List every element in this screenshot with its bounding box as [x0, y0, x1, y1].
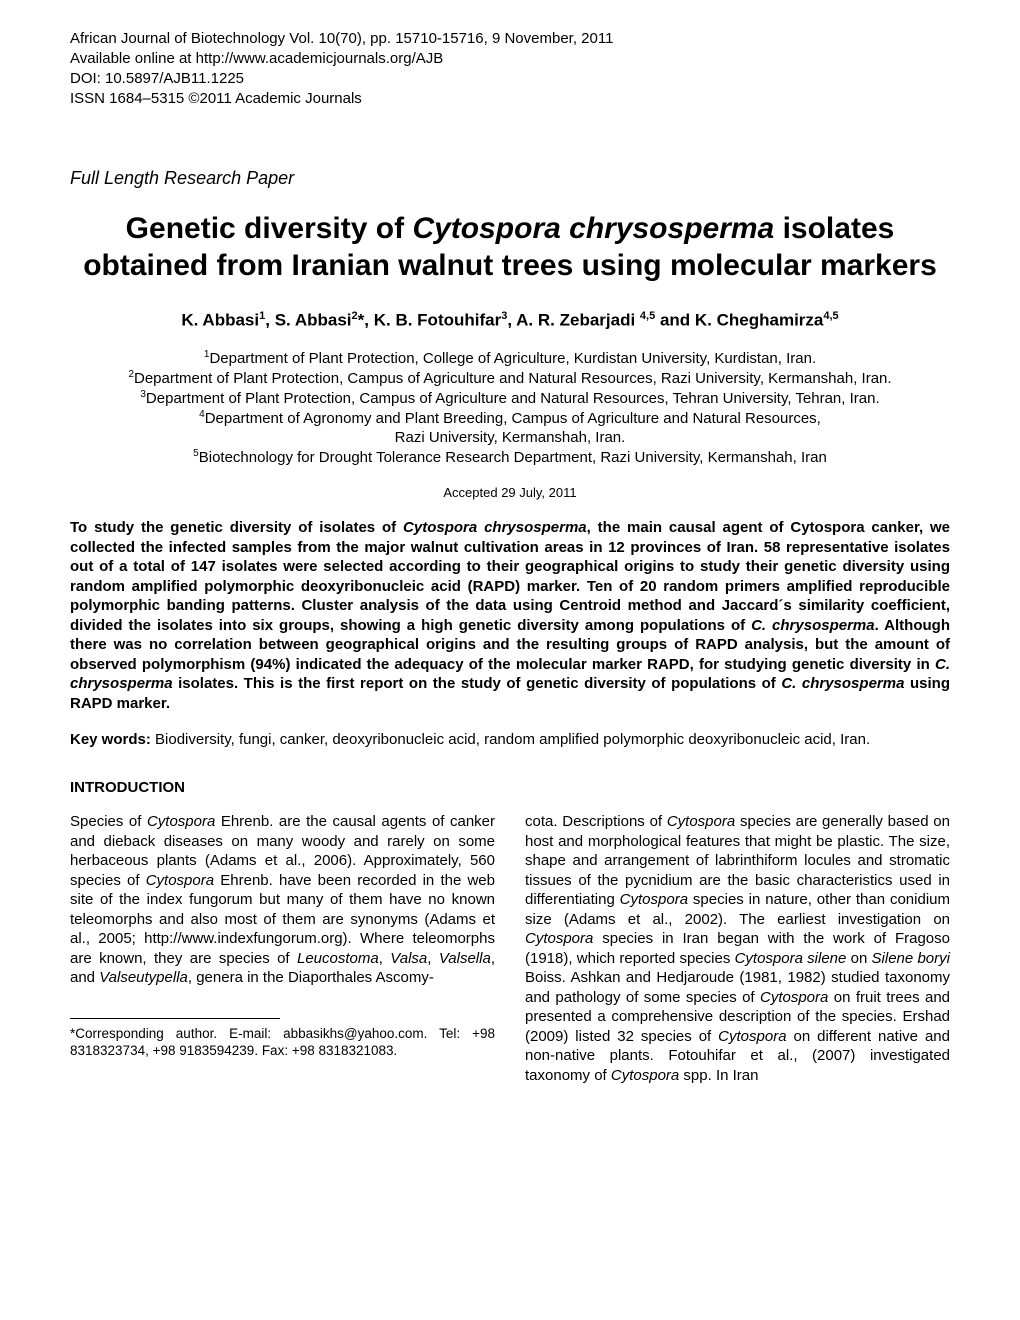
- abstract-text: To study the genetic diversity of isolat…: [70, 519, 403, 536]
- introduction-heading: INTRODUCTION: [70, 779, 950, 797]
- authors: K. Abbasi1, S. Abbasi2*, K. B. Fotouhifa…: [70, 310, 950, 331]
- body-text: cota. Descriptions of: [525, 813, 667, 830]
- column-right: cota. Descriptions of Cytospora species …: [525, 812, 950, 1085]
- footnote-divider: [70, 1018, 280, 1019]
- title-italic: Cytospora chrysosperma: [412, 212, 774, 245]
- body-italic: Cytospora: [146, 872, 214, 889]
- author-name: K. Abbasi: [181, 310, 259, 329]
- affiliation-line: 4Department of Agronomy and Plant Breedi…: [70, 409, 950, 428]
- body-italic: Valsa: [390, 950, 427, 967]
- body-italic: Leucostoma: [297, 950, 379, 967]
- body-paragraph: cota. Descriptions of Cytospora species …: [525, 812, 950, 1085]
- body-italic: Cytospora silene: [735, 950, 847, 967]
- body-italic: Cytospora: [147, 813, 215, 830]
- body-text: ,: [427, 950, 439, 967]
- aff-text: Department of Agronomy and Plant Breedin…: [205, 410, 821, 427]
- url-line: Available online at http://www.academicj…: [70, 50, 950, 68]
- issn-line: ISSN 1684–5315 ©2011 Academic Journals: [70, 90, 950, 108]
- body-paragraph: Species of Cytospora Ehrenb. are the cau…: [70, 812, 495, 988]
- author-name: , A. R. Zebarjadi: [507, 310, 640, 329]
- author-name: , S. Abbasi: [265, 310, 351, 329]
- affiliation-line: 1Department of Plant Protection, College…: [70, 349, 950, 368]
- body-italic: Cytospora: [760, 989, 828, 1006]
- keywords-text: Biodiversity, fungi, canker, deoxyribonu…: [151, 731, 870, 748]
- affiliations: 1Department of Plant Protection, College…: [70, 349, 950, 467]
- aff-text: Department of Plant Protection, Campus o…: [134, 370, 892, 387]
- accepted-date: Accepted 29 July, 2011: [70, 485, 950, 501]
- keywords: Key words: Biodiversity, fungi, canker, …: [70, 731, 950, 749]
- aff-text: Department of Plant Protection, College …: [209, 350, 816, 367]
- body-italic: Silene boryi: [872, 950, 950, 967]
- body-text: on: [846, 950, 871, 967]
- author-name: and K. Cheghamirza: [655, 310, 823, 329]
- author-sup: 4,5: [823, 310, 838, 322]
- aff-text: Department of Plant Protection, Campus o…: [146, 390, 880, 407]
- affiliation-line: 2Department of Plant Protection, Campus …: [70, 369, 950, 388]
- body-text: , genera in the Diaporthales Ascomy-: [188, 969, 434, 986]
- abstract-text: isolates. This is the first report on th…: [173, 675, 782, 692]
- body-italic: Cytospora: [667, 813, 735, 830]
- journal-header: African Journal of Biotechnology Vol. 10…: [70, 30, 950, 108]
- abstract-italic: C. chrysosperma: [781, 675, 904, 692]
- body-italic: Cytospora: [525, 930, 593, 947]
- footnote: *Corresponding author. E-mail: abbasikhs…: [70, 1025, 495, 1060]
- column-left: Species of Cytospora Ehrenb. are the cau…: [70, 812, 495, 1085]
- body-columns: Species of Cytospora Ehrenb. are the cau…: [70, 812, 950, 1085]
- paper-title: Genetic diversity of Cytospora chrysospe…: [70, 210, 950, 285]
- abstract: To study the genetic diversity of isolat…: [70, 518, 950, 713]
- affiliation-line: 5Biotechnology for Drought Tolerance Res…: [70, 448, 950, 467]
- title-text: Genetic diversity of: [126, 212, 413, 245]
- abstract-italic: Cytospora chrysosperma: [403, 519, 587, 536]
- body-italic: Cytospora: [611, 1067, 679, 1084]
- affiliation-line: 3Department of Plant Protection, Campus …: [70, 389, 950, 408]
- body-text: spp. In Iran: [679, 1067, 758, 1084]
- author-sup: 4,5: [640, 310, 655, 322]
- aff-text: Razi University, Kermanshah, Iran.: [395, 429, 626, 446]
- affiliation-line: Razi University, Kermanshah, Iran.: [70, 429, 950, 447]
- body-italic: Cytospora: [718, 1028, 786, 1045]
- body-text: ,: [379, 950, 391, 967]
- author-name: , K. B. Fotouhifar: [364, 310, 501, 329]
- body-italic: Valsella: [439, 950, 491, 967]
- keywords-label: Key words:: [70, 731, 151, 748]
- journal-line: African Journal of Biotechnology Vol. 10…: [70, 30, 950, 48]
- body-italic: Valseutypella: [99, 969, 188, 986]
- body-italic: Cytospora: [620, 891, 688, 908]
- paper-type: Full Length Research Paper: [70, 168, 950, 190]
- body-text: Species of: [70, 813, 147, 830]
- aff-text: Biotechnology for Drought Tolerance Rese…: [199, 449, 827, 466]
- abstract-italic: C. chrysosperma: [751, 617, 875, 634]
- doi-line: DOI: 10.5897/AJB11.1225: [70, 70, 950, 88]
